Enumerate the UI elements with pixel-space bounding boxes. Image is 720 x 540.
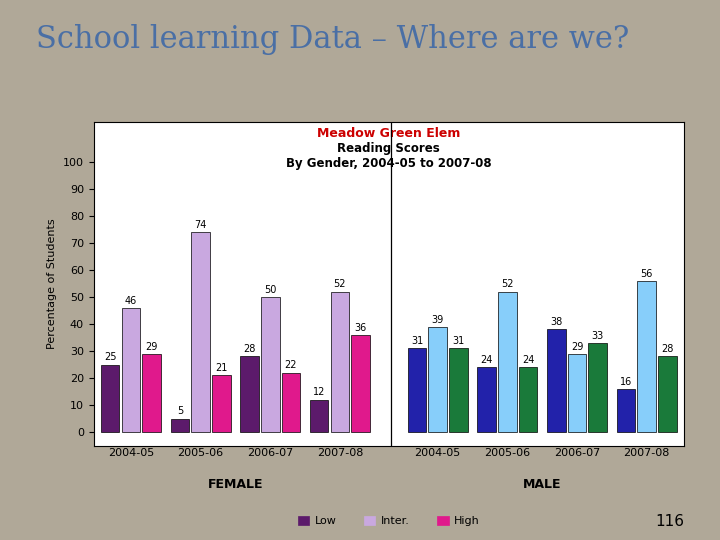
Text: 5: 5: [176, 406, 183, 416]
Text: School learning Data – Where are we?: School learning Data – Where are we?: [36, 24, 629, 55]
Text: 16: 16: [620, 376, 632, 387]
Text: Meadow Green Elem: Meadow Green Elem: [317, 127, 461, 140]
Text: 29: 29: [571, 341, 583, 352]
Text: 24: 24: [480, 355, 493, 365]
Bar: [282, 373, 300, 432]
Text: By Gender, 2004-05 to 2007-08: By Gender, 2004-05 to 2007-08: [286, 157, 492, 170]
Bar: [477, 367, 496, 432]
Bar: [428, 327, 447, 432]
Bar: [449, 348, 468, 432]
Text: 50: 50: [264, 285, 276, 295]
Bar: [240, 356, 258, 432]
Text: Reading Scores: Reading Scores: [338, 142, 440, 156]
Text: 36: 36: [354, 322, 366, 333]
Text: 46: 46: [125, 295, 137, 306]
Text: 52: 52: [501, 279, 513, 289]
Text: 33: 33: [592, 330, 604, 341]
Bar: [122, 308, 140, 432]
Text: 24: 24: [522, 355, 534, 365]
Text: 56: 56: [641, 268, 653, 279]
Bar: [192, 232, 210, 432]
Text: 39: 39: [431, 314, 444, 325]
Text: FEMALE: FEMALE: [207, 478, 263, 491]
Text: MALE: MALE: [523, 478, 562, 491]
Bar: [658, 356, 677, 432]
Bar: [351, 335, 370, 432]
Bar: [212, 375, 230, 432]
Text: 74: 74: [194, 220, 207, 230]
Legend: Low, Inter., High: Low, Inter., High: [293, 511, 485, 531]
Bar: [617, 389, 635, 432]
Bar: [637, 281, 656, 432]
Bar: [498, 292, 517, 432]
Bar: [519, 367, 537, 432]
Text: 21: 21: [215, 363, 228, 373]
Text: 22: 22: [284, 360, 297, 370]
Bar: [143, 354, 161, 432]
Y-axis label: Percentage of Students: Percentage of Students: [48, 218, 58, 349]
Text: 116: 116: [655, 514, 684, 529]
Text: 38: 38: [550, 317, 562, 327]
Text: 29: 29: [145, 341, 158, 352]
Bar: [171, 418, 189, 432]
Text: 28: 28: [243, 344, 256, 354]
Text: 12: 12: [313, 387, 325, 397]
Text: 28: 28: [661, 344, 674, 354]
Bar: [568, 354, 586, 432]
Bar: [588, 343, 607, 432]
Text: 52: 52: [333, 279, 346, 289]
Bar: [261, 297, 279, 432]
Text: 31: 31: [452, 336, 464, 346]
Bar: [408, 348, 426, 432]
Bar: [101, 364, 120, 432]
Text: 25: 25: [104, 352, 117, 362]
Bar: [330, 292, 349, 432]
Bar: [310, 400, 328, 432]
Bar: [547, 329, 566, 432]
Text: 31: 31: [411, 336, 423, 346]
